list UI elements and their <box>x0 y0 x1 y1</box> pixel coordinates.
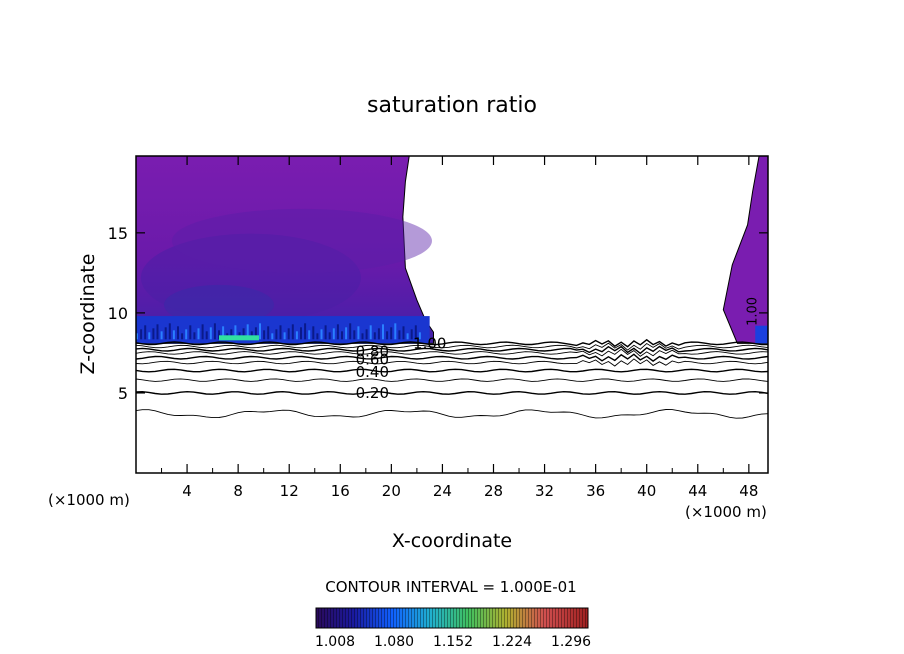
contour-line <box>135 353 769 362</box>
contour-line <box>135 409 769 419</box>
colorbar-tick-label: 1.080 <box>374 634 414 650</box>
chart-title: saturation ratio <box>367 93 537 118</box>
contour-line <box>135 348 769 357</box>
plot-frame <box>135 155 769 474</box>
x-tick-label: 28 <box>484 482 503 500</box>
contour-line-layer <box>135 338 769 419</box>
cloud-base-band-right <box>755 325 768 344</box>
y-axis-label: Z-coordinate <box>77 254 99 375</box>
x-tick-label: 16 <box>331 482 350 500</box>
x-tick-label: 44 <box>688 482 707 500</box>
colorbar-tick-label: 1.152 <box>433 634 473 650</box>
x-tick-label: 20 <box>382 482 401 500</box>
contour-labels: 0.20 0.400.600.80 1.00 1.00 <box>356 297 761 402</box>
x-axis-label: X-coordinate <box>392 530 512 552</box>
contour-label: 0.40 <box>356 363 389 381</box>
colorbar-frame <box>315 607 589 629</box>
contour-label: 1.00 <box>746 297 761 326</box>
inner-contour-patch-3 <box>163 284 274 325</box>
y-tick-label: 10 <box>108 304 128 323</box>
x-tick-label: 4 <box>182 482 192 500</box>
contour-label: 1.00 <box>413 334 446 352</box>
x-tick-label: 8 <box>233 482 243 500</box>
contour-label: 0.80 <box>356 342 389 360</box>
x-tick-label: 40 <box>637 482 656 500</box>
colorbar-tick-label: 1.296 <box>551 634 591 650</box>
x-unit-left: (×1000 m) <box>48 491 130 509</box>
colorbar-tick-label: 1.008 <box>315 634 355 650</box>
contour-line <box>135 378 769 382</box>
contour-label: 0.20 <box>356 384 389 402</box>
x-tick-label: 32 <box>535 482 554 500</box>
x-tick-label: 12 <box>280 482 299 500</box>
x-tick-label: 48 <box>739 482 758 500</box>
x-unit-right: (×1000 m) <box>685 503 767 521</box>
colorbar-stripes <box>316 608 588 628</box>
y-axis-ticks: 5 10 15 <box>108 224 768 403</box>
y-tick-label: 5 <box>118 384 128 403</box>
colorbar: 1.008 1.080 1.152 1.224 1.296 <box>315 607 591 650</box>
y-tick-label: 15 <box>108 224 128 243</box>
contour-line <box>135 358 769 367</box>
cloud-base-band <box>136 316 430 344</box>
x-tick-label: 36 <box>586 482 605 500</box>
contour-interval-note: CONTOUR INTERVAL = 1.000E-01 <box>325 578 576 596</box>
colorbar-tick-labels: 1.008 1.080 1.152 1.224 1.296 <box>315 634 591 650</box>
saturation-fill-layer <box>135 155 769 344</box>
contour-line <box>135 368 769 373</box>
contour-label: 0.60 <box>356 350 389 368</box>
inner-contour-patch-2 <box>171 208 432 273</box>
contour-line <box>135 342 769 351</box>
cyan-highlight <box>218 335 259 341</box>
contour-line <box>135 345 769 355</box>
colorbar-tick-label: 1.224 <box>492 634 532 650</box>
contour-line <box>135 390 769 395</box>
x-tick-label: 24 <box>433 482 452 500</box>
x-axis-ticks: 4 8 12 16 20 24 28 32 36 40 44 48 <box>161 156 758 500</box>
contour-line <box>135 338 768 348</box>
